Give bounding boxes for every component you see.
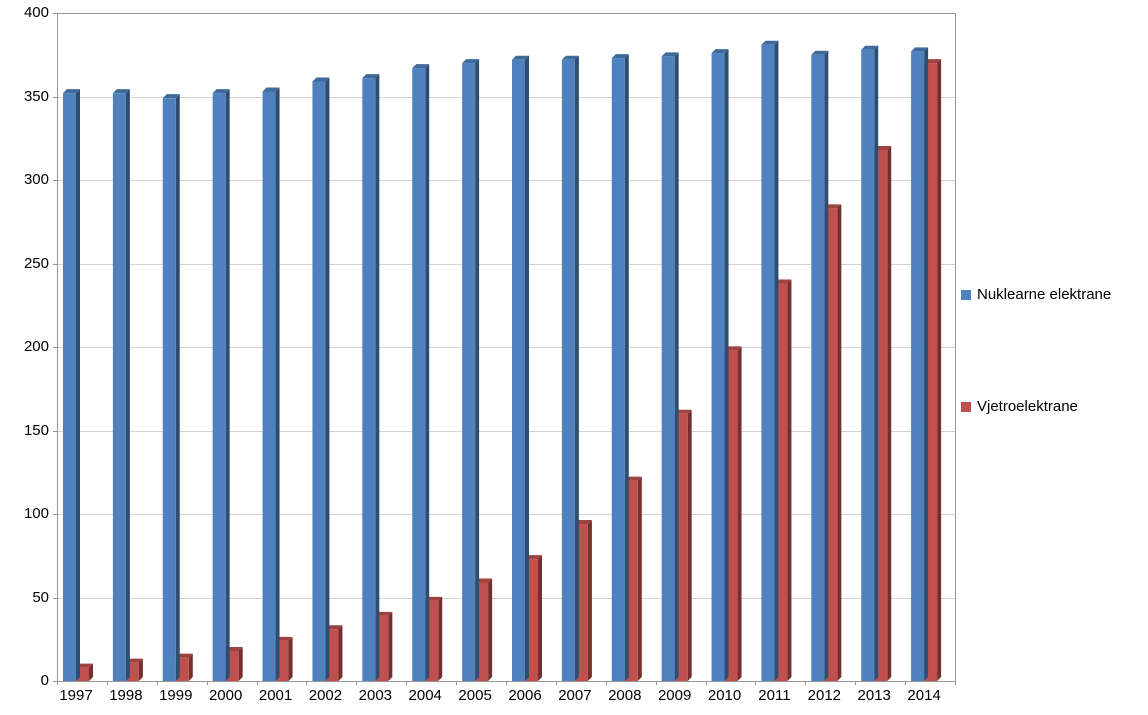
x-axis-label: 2001 [258,687,293,704]
y-axis-label: 200 [23,338,49,355]
bar-nuclear-2006 [512,55,529,681]
x-axis-label: 2008 [608,687,642,704]
x-axis-label: 2009 [657,687,692,704]
bar-nuclear-2007 [561,55,579,681]
bar-nuclear-1998 [112,89,130,681]
x-axis-label: 2004 [408,687,442,704]
x-axis-label: 2000 [208,687,243,704]
bar-nuclear-2010 [711,49,729,681]
x-axis-label: 2005 [458,687,492,704]
legend-item-nuclear: Nuklearne elektrane [961,286,1111,303]
y-axis-label: 0 [40,672,49,689]
y-axis-label: 350 [23,87,49,105]
bar-nuclear-2008 [611,54,629,681]
x-axis-label: 2012 [807,687,842,704]
legend-swatch-wind-icon [961,401,971,412]
legend-item-wind: Vjetroelektrane [961,398,1078,415]
x-axis-label: 2006 [508,687,542,704]
x-axis-label: 2002 [308,687,343,704]
legend-label-nuclear: Nuklearne elektrane [977,286,1112,303]
x-axis-label: 2010 [707,687,742,704]
bar-nuclear-2005 [462,59,480,682]
bar-nuclear-2009 [661,52,679,682]
y-axis-label: 100 [23,505,49,522]
x-axis-label: 2013 [857,687,891,704]
x-axis-label: 2003 [358,687,393,704]
y-axis-label: 150 [23,421,49,439]
bar-nuclear-1997 [63,89,80,681]
bar-nuclear-2000 [212,89,230,681]
bar-nuclear-2011 [761,40,779,682]
y-axis-label: 300 [23,171,49,188]
bar-nuclear-2004 [412,64,430,682]
bar-nuclear-2014 [911,47,929,682]
bar-nuclear-2003 [362,74,380,681]
y-axis-label: 250 [23,254,49,272]
x-axis-label: 2007 [558,687,592,704]
bar-nuclear-2012 [811,50,829,681]
bar-nuclear-1999 [162,94,180,682]
y-axis-label: 50 [32,588,49,606]
y-axis-label: 400 [23,4,49,21]
legend-label-wind: Vjetroelektrane [977,398,1078,415]
x-axis-label: 1997 [59,687,93,704]
bar-nuclear-2013 [861,45,879,682]
x-axis-label: 1999 [159,687,193,704]
x-axis-label: 1998 [109,687,143,704]
x-axis-label: 2011 [758,687,791,704]
legend-swatch-nuclear-icon [961,289,971,300]
bar-nuclear-2002 [312,77,330,682]
bar-nuclear-2001 [262,87,280,682]
x-axis-label: 2014 [907,687,941,704]
